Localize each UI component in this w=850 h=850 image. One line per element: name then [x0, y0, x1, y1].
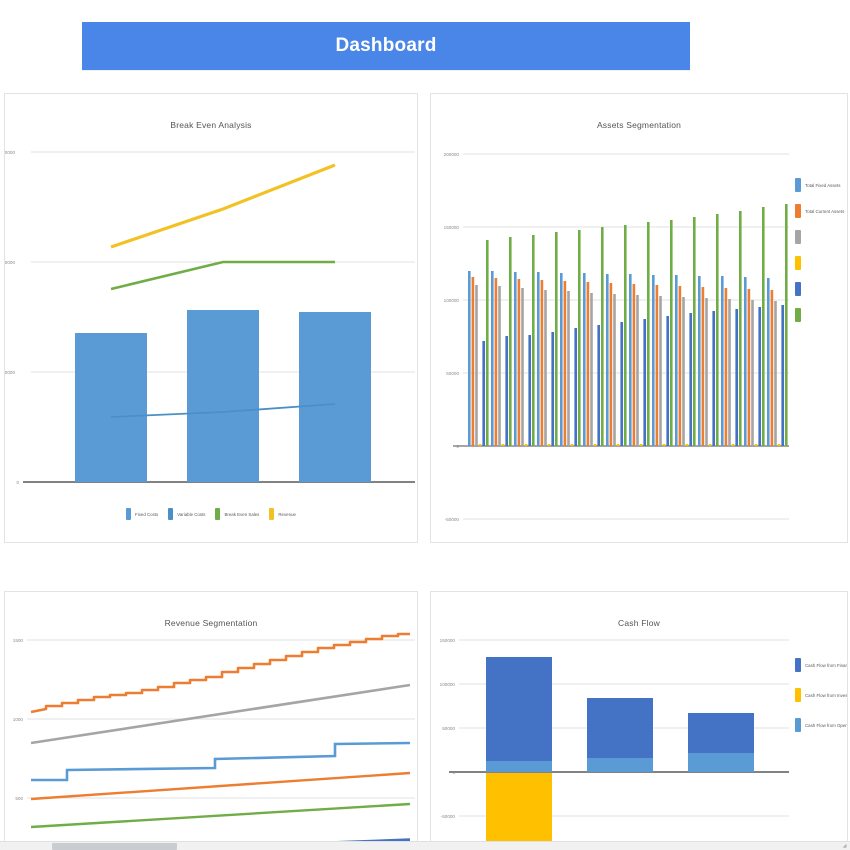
line-series-variable-costs [110, 403, 336, 418]
chart-card-break-even-analysis[interactable]: Break Even Analysis 60000 40000 20000 0 [4, 93, 418, 543]
axis-tick-100000: 100000 [444, 298, 460, 303]
legend-label: Total Fixed Assets [805, 182, 841, 188]
stacked-bar-year-3 [688, 713, 754, 772]
legend-label: Variable Costs [177, 511, 206, 517]
legend-item[interactable]: Break Even Sales [215, 508, 259, 520]
axis-tick-1000: 1000 [13, 717, 24, 722]
bar-series-fixed-costs [75, 310, 371, 482]
legend-swatch-icon [795, 658, 801, 672]
legend-swatch-icon [795, 282, 801, 296]
legend-label: Fixed Costs [135, 511, 159, 517]
axis-tick-200000: 200000 [444, 152, 460, 157]
chart-legend-assets: Total Fixed Assets Total Current Assets [795, 178, 844, 322]
legend-swatch-icon [795, 230, 801, 244]
legend-swatch-icon [126, 508, 132, 520]
legend-label: Cash Flow from Operations [805, 722, 848, 728]
axis-tick-60000: 60000 [5, 150, 15, 155]
line-series-green [30, 802, 411, 829]
legend-label: Revenue [278, 511, 296, 517]
legend-label: Break Even Sales [224, 511, 260, 517]
revenue-svg: 1500 1000 500 [13, 632, 415, 842]
chart-title-break-even: Break Even Analysis [170, 120, 252, 130]
chart-plot-break-even: 60000 40000 20000 0 [5, 134, 417, 504]
axis-tick-0: 0 [456, 444, 459, 449]
legend-item[interactable]: Cash Flow from Investing [795, 688, 848, 702]
line-series-blue-step [31, 741, 411, 782]
axis-tick-0: 0 [452, 770, 455, 775]
legend-item[interactable]: Total Fixed Assets [795, 178, 844, 192]
legend-item[interactable] [795, 230, 844, 244]
axis-tick-40000: 40000 [5, 260, 15, 265]
axis-tick-150000: 150000 [444, 225, 460, 230]
axis-tick-500: 500 [15, 796, 23, 801]
axis-tick-50000: 50000 [442, 726, 455, 731]
cash-flow-svg: 150000 100000 50000 0 -50000 [440, 638, 789, 842]
break-even-svg: 60000 40000 20000 0 [5, 150, 415, 485]
legend-swatch-icon [795, 204, 801, 218]
line-series-orange-lower [30, 771, 411, 801]
legend-swatch-icon [795, 256, 801, 270]
legend-label: Cash Flow from Financing [805, 662, 848, 668]
legend-swatch-icon [795, 718, 801, 732]
legend-label: Cash Flow from Investing [805, 692, 848, 698]
legend-item[interactable] [795, 308, 844, 322]
chart-card-cash-flow[interactable]: Cash Flow 150000 100000 50000 0 -50000 [430, 591, 848, 843]
chart-card-revenue-segmentation[interactable]: Revenue Segmentation 1500 1000 500 [4, 591, 418, 843]
chart-card-assets-segmentation[interactable]: Assets Segmentation 200000 150000 100000… [430, 93, 848, 543]
stacked-bar-year-1 [486, 657, 552, 842]
dashboard-header-banner: Dashboard [82, 22, 690, 70]
legend-item[interactable]: Cash Flow from Operations [795, 718, 848, 732]
line-series-break-even-sales [110, 260, 335, 291]
line-series-orange-top [30, 632, 410, 714]
chart-plot-assets: 200000 150000 100000 50000 0 -50000 [431, 134, 847, 539]
legend-item[interactable]: Cash Flow from Financing [795, 658, 848, 672]
axis-tick-50000: 50000 [446, 371, 459, 376]
legend-item[interactable]: Total Current Assets [795, 204, 844, 218]
legend-item[interactable] [795, 282, 844, 296]
chart-legend-cash-flow: Cash Flow from Financing Cash Flow from … [795, 658, 848, 732]
stacked-bar-year-2 [587, 698, 653, 772]
chart-plot-revenue: 1500 1000 500 [5, 632, 417, 842]
assets-svg: 200000 150000 100000 50000 0 -50000 [444, 152, 789, 522]
axis-tick-150000: 150000 [440, 638, 456, 643]
legend-swatch-icon [795, 178, 801, 192]
legend-swatch-icon [795, 308, 801, 322]
chart-legend-break-even: Fixed Costs Variable Costs Break Even Sa… [5, 508, 417, 520]
legend-item[interactable]: Revenue [269, 508, 296, 520]
legend-swatch-icon [215, 508, 221, 520]
axis-tick-100000: 100000 [440, 682, 456, 687]
legend-item[interactable]: Fixed Costs [126, 508, 158, 520]
axis-tick-1500: 1500 [13, 638, 24, 643]
axis-tick-0: 0 [16, 480, 19, 485]
axis-tick-neg50000: -50000 [441, 814, 456, 819]
legend-swatch-icon [168, 508, 174, 520]
scrollbar-thumb[interactable] [52, 843, 177, 850]
line-series-revenue [110, 163, 336, 249]
legend-swatch-icon [269, 508, 275, 520]
chart-title-cash-flow: Cash Flow [618, 618, 660, 628]
axis-tick-neg50000: -50000 [445, 517, 460, 522]
resize-grip-icon[interactable]: ◢ [842, 843, 847, 849]
legend-label: Total Current Assets [805, 208, 845, 214]
bar-groups-assets [468, 204, 788, 446]
legend-item[interactable] [795, 256, 844, 270]
legend-item[interactable]: Variable Costs [168, 508, 205, 520]
legend-swatch-icon [795, 688, 801, 702]
chart-plot-cash-flow: 150000 100000 50000 0 -50000 [431, 632, 847, 842]
axis-tick-20000: 20000 [5, 370, 15, 375]
horizontal-scrollbar[interactable]: ◢ [0, 841, 850, 850]
line-series-gray [30, 683, 411, 745]
chart-title-assets: Assets Segmentation [596, 120, 682, 130]
page-title: Dashboard [335, 35, 437, 56]
chart-title-revenue: Revenue Segmentation [164, 618, 258, 628]
